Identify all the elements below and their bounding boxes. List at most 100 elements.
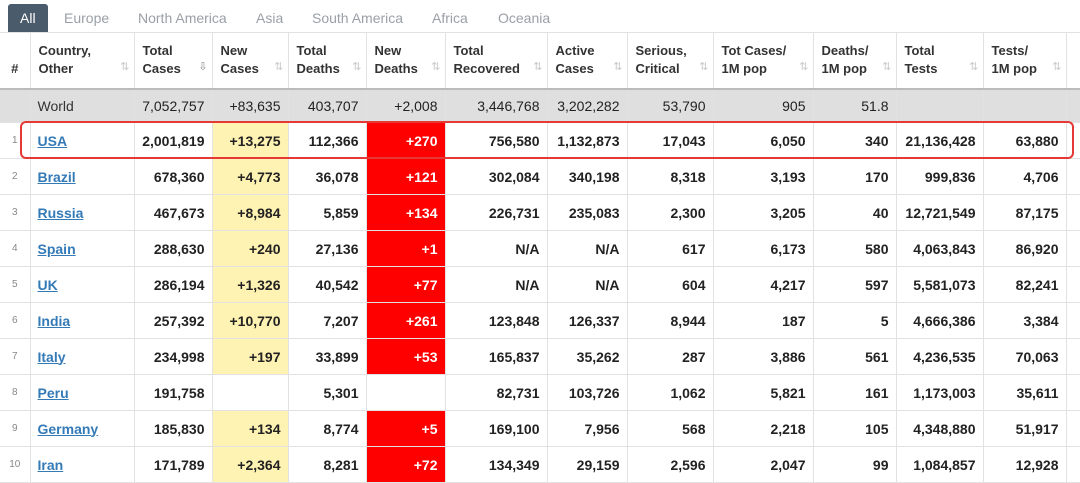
cell-overflow	[1066, 266, 1080, 303]
country-link[interactable]: Brazil	[37, 168, 76, 185]
header-new-cases[interactable]: New Cases ⇅	[212, 32, 289, 89]
cell-new-cases: +1,326	[212, 266, 289, 303]
header-country[interactable]: Country, Other ⇅	[30, 32, 135, 89]
cell-active-cases: 35,262	[547, 338, 628, 375]
cell-tot-cases-per-1m: 3,205	[713, 194, 814, 231]
cell-overflow	[1066, 338, 1080, 375]
country-link[interactable]: Italy	[37, 348, 66, 365]
sort-icon[interactable]: ⇅	[882, 60, 891, 73]
sort-icon[interactable]: ⇅	[431, 60, 440, 73]
header-tot-cases-per-1m[interactable]: Tot Cases/1M pop ⇅	[713, 32, 814, 89]
cell-new-cases: +197	[212, 338, 289, 375]
cell-country: Brazil	[30, 158, 135, 195]
cell-total-cases: 678,360	[134, 158, 213, 195]
cell-deaths-per-1m: 5	[813, 302, 897, 339]
cell-tests-per-1m: 12,928	[983, 446, 1067, 483]
cell-overflow	[1066, 302, 1080, 339]
header-total-cases[interactable]: Total Cases ⇩	[134, 32, 213, 89]
header-total-tests[interactable]: Total Tests ⇅	[896, 32, 984, 89]
sort-icon[interactable]: ⇅	[120, 60, 129, 73]
sort-icon[interactable]: ⇅	[1052, 60, 1061, 73]
cell-total-recovered: N/A	[445, 230, 548, 267]
sort-icon[interactable]: ⇩	[198, 60, 207, 73]
header-new-deaths[interactable]: New Deaths ⇅	[366, 32, 446, 89]
header-deaths-per-1m[interactable]: Deaths/1M pop ⇅	[813, 32, 897, 89]
header-total-recovered[interactable]: Total Recovered ⇅	[445, 32, 548, 89]
cell-total-recovered: 3,446,768	[445, 87, 548, 123]
cell-active-cases: N/A	[547, 230, 628, 267]
cell-deaths-per-1m: 99	[813, 446, 897, 483]
sort-icon[interactable]: ⇅	[799, 60, 808, 73]
cell-country: Russia	[30, 194, 135, 231]
cell-serious-critical: 2,300	[627, 194, 714, 231]
cell-new-cases	[212, 374, 289, 411]
cell-tot-cases-per-1m: 5,821	[713, 374, 814, 411]
header-label-line2: Tests	[904, 61, 938, 77]
country-link[interactable]: Germany	[37, 420, 99, 437]
cell-total-cases: 171,789	[134, 446, 213, 483]
header-tests-per-1m[interactable]: Tests/1M pop ⇅	[983, 32, 1067, 89]
header-label-line1: Deaths/	[821, 43, 869, 59]
country-link[interactable]: Spain	[37, 240, 76, 257]
cell-deaths-per-1m: 51.8	[813, 87, 897, 123]
cell-total-recovered: 226,731	[445, 194, 548, 231]
cell-total-deaths: 40,542	[288, 266, 367, 303]
cell-total-tests: 21,136,428	[896, 122, 984, 159]
cell-country: Germany	[30, 410, 135, 447]
header-label-line2: Other	[38, 61, 74, 77]
country-link[interactable]: Iran	[37, 456, 64, 473]
cell-total-deaths: 5,859	[288, 194, 367, 231]
tab-asia[interactable]: Asia	[256, 10, 284, 26]
cell-total-cases: 2,001,819	[134, 122, 213, 159]
cell-tests-per-1m: 87,175	[983, 194, 1067, 231]
cell-active-cases: 7,956	[547, 410, 628, 447]
tab-all[interactable]: All	[8, 4, 48, 32]
country-link[interactable]: Peru	[37, 384, 69, 401]
cell-new-cases: +134	[212, 410, 289, 447]
tab-oceania[interactable]: Oceania	[498, 10, 551, 26]
sort-icon[interactable]: ⇅	[274, 60, 283, 73]
cell-tests-per-1m: 82,241	[983, 266, 1067, 303]
cell-total-tests: 4,666,386	[896, 302, 984, 339]
header-rank[interactable]: #	[0, 32, 31, 89]
header-label-line2: Deaths	[374, 61, 418, 77]
cell-total-cases: 286,194	[134, 266, 213, 303]
cell-new-deaths: +261	[366, 302, 446, 339]
sort-icon[interactable]: ⇅	[352, 60, 361, 73]
sort-icon[interactable]: ⇅	[613, 60, 622, 73]
tab-north-america[interactable]: North America	[138, 10, 227, 26]
header-active-cases[interactable]: Active Cases ⇅	[547, 32, 628, 89]
table-row: 7 Italy 234,998 +197 33,899 +53 165,837 35,262 2…	[0, 338, 1080, 375]
cell-serious-critical: 1,062	[627, 374, 714, 411]
cell-tot-cases-per-1m: 4,217	[713, 266, 814, 303]
cell-deaths-per-1m: 105	[813, 410, 897, 447]
sort-icon[interactable]: ⇅	[699, 60, 708, 73]
countries-table: # Country, Other ⇅ Total Cases ⇩ New Cases ⇅ Total…	[0, 32, 1080, 483]
cell-total-deaths: 8,774	[288, 410, 367, 447]
cell-new-cases: +10,770	[212, 302, 289, 339]
country-link[interactable]: India	[37, 312, 71, 329]
country-link[interactable]: UK	[37, 276, 58, 293]
cell-rank: 6	[0, 302, 31, 339]
cell-total-recovered: 123,848	[445, 302, 548, 339]
cell-serious-critical: 604	[627, 266, 714, 303]
cell-total-cases: 234,998	[134, 338, 213, 375]
cell-deaths-per-1m: 161	[813, 374, 897, 411]
cell-tot-cases-per-1m: 3,193	[713, 158, 814, 195]
cell-overflow	[1066, 446, 1080, 483]
tab-europe[interactable]: Europe	[64, 10, 110, 26]
tab-africa[interactable]: Africa	[432, 10, 468, 26]
sort-icon[interactable]: ⇅	[533, 60, 542, 73]
sort-icon[interactable]: ⇅	[969, 60, 978, 73]
tab-south-america[interactable]: South America	[312, 10, 404, 26]
cell-active-cases: 1,132,873	[547, 122, 628, 159]
country-link[interactable]: USA	[37, 132, 68, 149]
country-link[interactable]: Russia	[37, 204, 84, 221]
cell-total-deaths: 36,078	[288, 158, 367, 195]
header-label-line1: Country,	[38, 43, 91, 59]
header-total-deaths[interactable]: Total Deaths ⇅	[288, 32, 367, 89]
header-serious-critical[interactable]: Serious, Critical ⇅	[627, 32, 714, 89]
header-label-line1: Tests/	[991, 43, 1029, 59]
cell-deaths-per-1m: 597	[813, 266, 897, 303]
cell-rank: 2	[0, 158, 31, 195]
